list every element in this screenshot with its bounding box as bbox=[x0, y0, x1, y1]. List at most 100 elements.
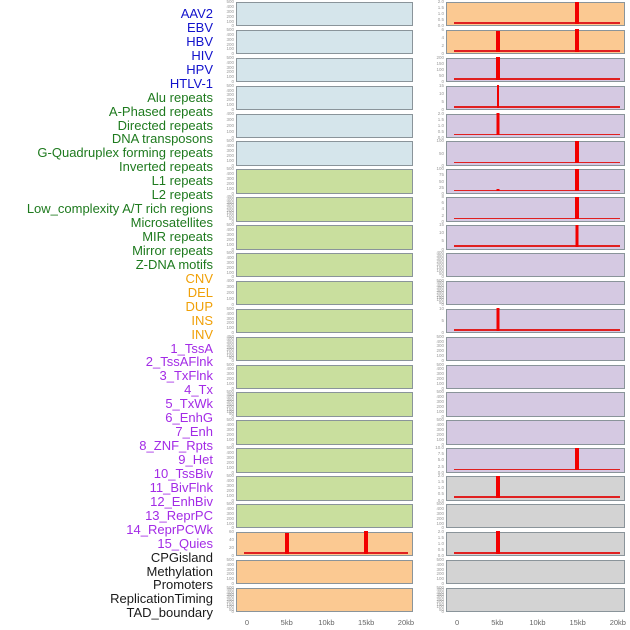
y-axis-tick: 200 bbox=[226, 431, 234, 437]
data-spike bbox=[495, 30, 500, 52]
y-axis-tick: 0.5 bbox=[437, 547, 444, 553]
y-axis: 500 400 300 200 100 0 bbox=[218, 27, 236, 55]
track-row: 500 450 400 350 300 250 200 150 100 50 0 bbox=[430, 278, 625, 309]
track-label: 12_EnhBiv bbox=[150, 493, 213, 509]
track-panel bbox=[446, 504, 625, 529]
x-axis-tick: 5kb bbox=[280, 618, 293, 627]
y-axis-tick: 0.5 bbox=[437, 491, 444, 497]
y-axis-tick: 400 bbox=[226, 561, 234, 567]
y-axis-tick: 450 bbox=[436, 587, 444, 593]
y-axis-tick: 500 bbox=[436, 501, 444, 507]
y-axis-tick: 4 bbox=[441, 34, 444, 40]
y-axis-tick: 0 bbox=[441, 51, 444, 57]
y-axis-tick: 200 bbox=[436, 262, 444, 268]
y-axis-tick: 350 bbox=[436, 591, 444, 597]
data-spike bbox=[496, 308, 500, 331]
y-axis: 500 400 300 200 100 0 bbox=[430, 418, 446, 446]
y-axis: 2.0 1.5 1.0 0.5 0.0 bbox=[430, 529, 446, 557]
y-axis-tick: 6 bbox=[441, 26, 444, 32]
y-axis-tick: 400 bbox=[226, 59, 234, 65]
y-axis-tick: 300 bbox=[226, 36, 234, 42]
track-panel bbox=[236, 225, 413, 250]
y-axis-tick: 200 bbox=[226, 13, 234, 19]
y-axis-tick: 500 bbox=[226, 138, 234, 144]
y-axis-tick: 0 bbox=[231, 190, 234, 196]
y-axis-tick: 0 bbox=[441, 385, 444, 391]
track-label: Directed repeats bbox=[117, 117, 213, 133]
y-axis-tick: 100 bbox=[436, 353, 444, 359]
y-axis-tick: 200 bbox=[226, 97, 234, 103]
track-row: 500 400 300 200 100 0 bbox=[430, 557, 625, 588]
data-line bbox=[454, 245, 620, 248]
y-axis-tick: 300 bbox=[436, 427, 444, 433]
y-axis-tick: 100 bbox=[226, 128, 234, 134]
y-axis-tick: 500 bbox=[226, 584, 234, 590]
track-label: Microsatellites bbox=[130, 215, 213, 231]
y-axis-tick: 0 bbox=[231, 358, 234, 364]
y-axis-tick: 0 bbox=[231, 330, 234, 336]
y-axis: 100 50 0 bbox=[430, 139, 446, 167]
y-axis-tick: 0 bbox=[231, 413, 234, 419]
y-axis-tick: 0 bbox=[441, 609, 444, 615]
y-axis-tick: 300 bbox=[226, 259, 234, 265]
y-axis-tick: 100 bbox=[226, 352, 234, 358]
track-label: 13_ReprPC bbox=[145, 507, 213, 523]
data-spike bbox=[496, 188, 500, 192]
y-axis-tick: 300 bbox=[436, 256, 444, 262]
y-axis-tick: 300 bbox=[226, 148, 234, 154]
y-axis: 500 400 300 200 100 0 bbox=[430, 334, 446, 362]
y-axis-tick: 100 bbox=[226, 74, 234, 80]
y-axis-tick: 100 bbox=[226, 269, 234, 275]
track-panel bbox=[236, 420, 413, 445]
y-axis: 2.0 1.5 1.0 0.5 0.0 bbox=[430, 0, 446, 28]
track-row: 400 350 300 250 200 150 100 50 0 bbox=[430, 250, 625, 281]
track-panel bbox=[236, 587, 413, 613]
y-axis-tick: 50 bbox=[438, 178, 444, 184]
track-row: 500 400 300 200 100 0 bbox=[430, 362, 625, 393]
y-axis-tick: 5 bbox=[441, 98, 444, 104]
y-axis-tick: 0 bbox=[441, 525, 444, 531]
y-axis-tick: 0 bbox=[441, 302, 444, 308]
y-axis-tick: 200 bbox=[226, 320, 234, 326]
y-axis-tick: 200 bbox=[226, 69, 234, 75]
y-axis: 500 400 300 200 100 0 bbox=[218, 418, 236, 446]
y-axis-tick: 300 bbox=[436, 566, 444, 572]
y-axis-tick: 200 bbox=[226, 459, 234, 465]
y-axis-tick: 400 bbox=[436, 338, 444, 344]
track-panel bbox=[446, 57, 625, 83]
y-axis-tick: 400 bbox=[226, 422, 234, 428]
y-axis-tick: 200 bbox=[226, 376, 234, 382]
track-label: MIR repeats bbox=[142, 229, 213, 244]
y-axis-tick: 100 bbox=[436, 268, 444, 274]
track-row: 500 400 300 200 100 0 bbox=[430, 418, 625, 448]
y-axis-tick: 100 bbox=[226, 18, 234, 24]
y-axis-tick: 200 bbox=[226, 122, 234, 128]
y-axis-tick: 100 bbox=[436, 604, 444, 610]
y-axis-tick: 250 bbox=[436, 290, 444, 296]
track-label: 2_TssAFlnk bbox=[145, 354, 213, 370]
data-spike bbox=[363, 531, 368, 554]
x-axis-left: 0 5kb 10kb 15kb 20kb bbox=[236, 616, 414, 629]
y-axis-tick: 50 bbox=[228, 606, 234, 612]
track-panel bbox=[446, 587, 625, 613]
y-axis-tick: 0 bbox=[231, 525, 234, 531]
y-axis-tick: 200 bbox=[226, 290, 234, 296]
track-label: A-Phased repeats bbox=[108, 103, 213, 119]
y-axis-tick: 400 bbox=[226, 366, 234, 372]
y-axis-tick: 0 bbox=[441, 413, 444, 419]
y-axis-tick: 50 bbox=[438, 271, 444, 277]
track-panel bbox=[236, 504, 413, 529]
track-panel bbox=[446, 531, 625, 557]
track-label: 11_BivFlnk bbox=[149, 479, 213, 495]
track-label: Z-DNA motifs bbox=[135, 256, 213, 272]
data-spike bbox=[575, 29, 580, 52]
y-axis-tick: 400 bbox=[436, 561, 444, 567]
track-panel bbox=[236, 308, 413, 334]
y-axis-tick: 0 bbox=[441, 274, 444, 280]
y-axis-tick: 500 bbox=[226, 249, 234, 255]
data-line bbox=[454, 468, 620, 471]
y-axis-tick: 150 bbox=[226, 406, 234, 412]
y-axis-tick: 250 bbox=[226, 205, 234, 211]
track-panel bbox=[446, 308, 625, 334]
track-row: 500 400 300 200 100 0 bbox=[218, 249, 413, 281]
